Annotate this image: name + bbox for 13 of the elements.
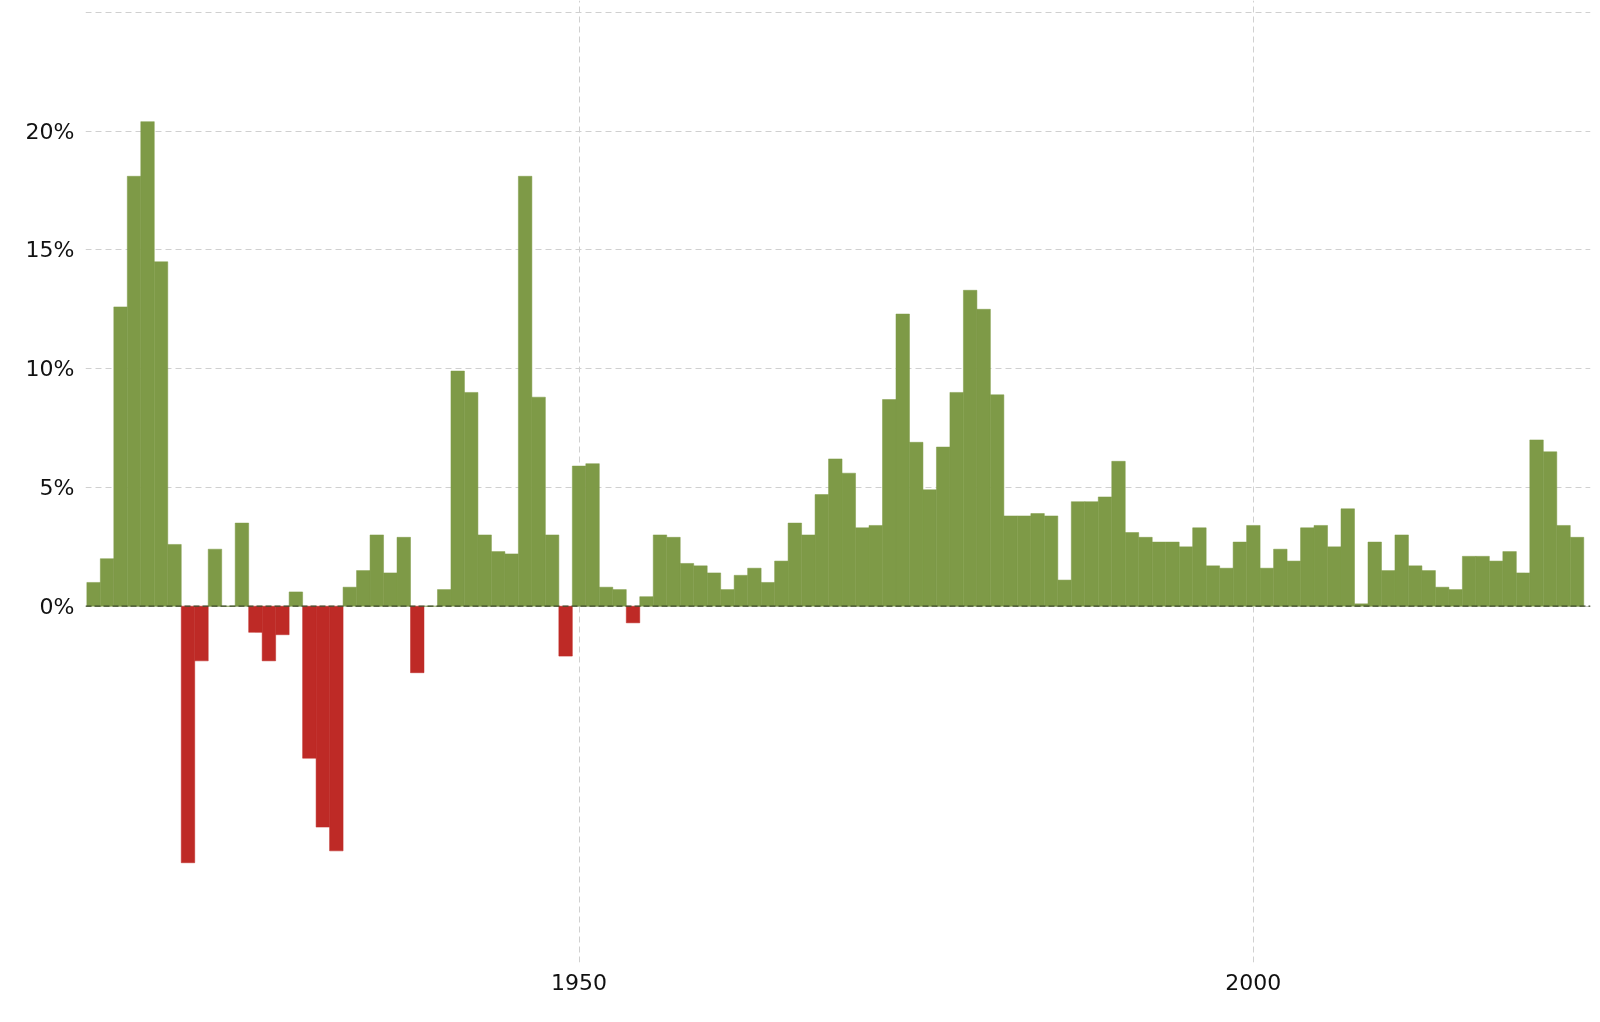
bar bbox=[410, 605, 425, 673]
bar bbox=[234, 522, 249, 607]
y-tick-label: 20% bbox=[25, 118, 75, 144]
x-tick-label: 2000 bbox=[1225, 969, 1282, 995]
bar bbox=[288, 591, 303, 607]
y-tick-label: 10% bbox=[25, 356, 75, 382]
bar bbox=[626, 605, 641, 624]
y-tick-label: 5% bbox=[39, 474, 75, 500]
bar bbox=[558, 605, 573, 657]
y-tick-label: 15% bbox=[25, 237, 75, 263]
x-tick-label: 1950 bbox=[551, 969, 608, 995]
y-tick-label: 0% bbox=[39, 593, 75, 619]
bar bbox=[207, 548, 222, 607]
